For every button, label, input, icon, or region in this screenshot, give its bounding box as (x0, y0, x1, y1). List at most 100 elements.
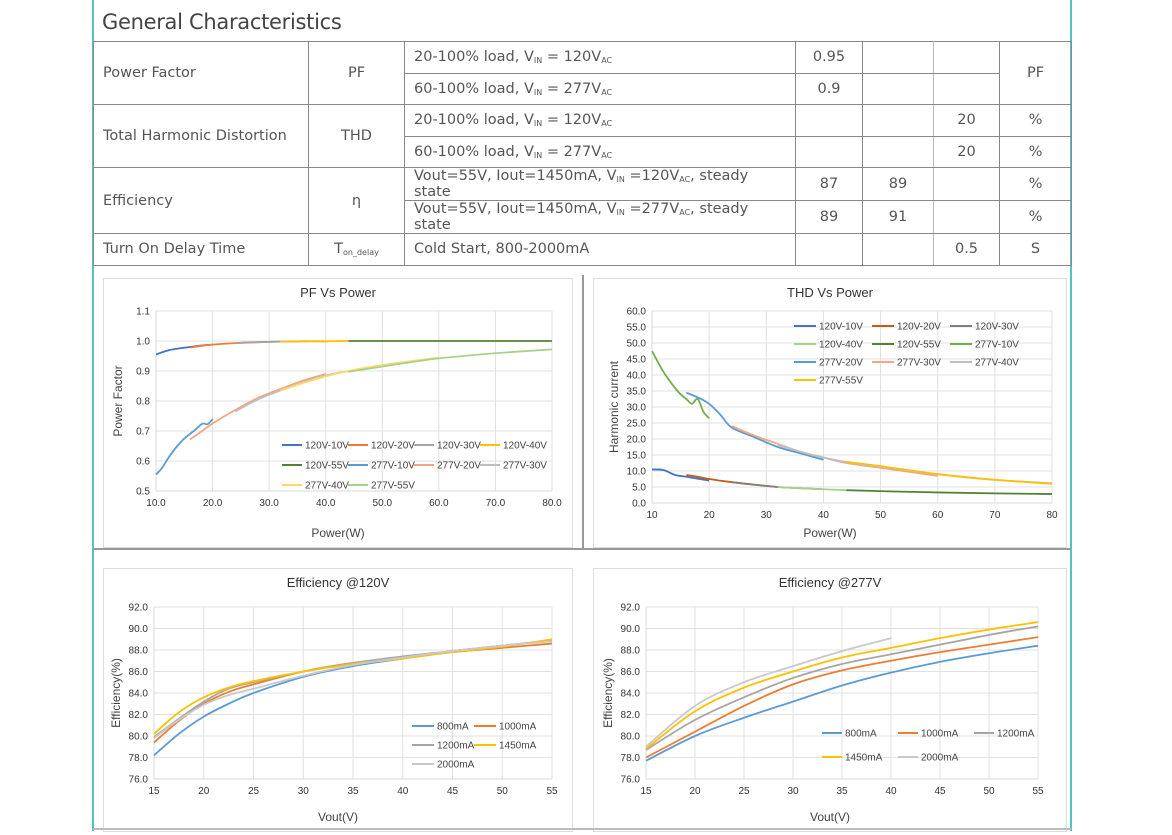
x-tick-label: 20 (689, 786, 701, 797)
legend-label: 277V-20V (819, 358, 863, 369)
x-tick-label: 55 (546, 786, 558, 797)
series-line-277V-30V (731, 425, 938, 477)
x-tick-label: 70 (989, 510, 1001, 521)
min-value: 0.95 (795, 41, 863, 74)
series-line-277V-20V (685, 391, 824, 461)
max-value (933, 200, 1000, 234)
unit-cell: PF (999, 41, 1072, 105)
condition-cell: Vout=55V, Iout=1450mA, VIN =277VAC, stea… (404, 200, 796, 234)
legend-label: 2000mA (437, 760, 475, 771)
x-tick-label: 50 (497, 786, 509, 797)
max-value (933, 72, 1000, 105)
symbol-cell: THD (308, 104, 405, 168)
legend-label: 277V-20V (437, 461, 481, 472)
legend-label: 277V-30V (897, 358, 941, 369)
series-line-277V-55V (846, 460, 1053, 485)
page-frame (92, 0, 1072, 831)
y-tick-label: 0.8 (136, 397, 150, 408)
series-line-277V-20V (189, 373, 326, 441)
y-tick-label: 84.0 (129, 689, 149, 700)
min-value (795, 233, 863, 266)
y-tick-label: 78.0 (129, 753, 149, 764)
typ-value: 91 (862, 200, 934, 234)
parameter-cell: Turn On Delay Time (93, 233, 309, 266)
legend-label: 1450mA (499, 741, 537, 752)
y-tick-label: 90.0 (129, 624, 149, 635)
subscript: AC (601, 87, 613, 97)
legend-label: 1000mA (921, 729, 959, 740)
legend-label: 120V-20V (897, 322, 941, 333)
condition-cell: Vout=55V, Iout=1450mA, VIN =120VAC, stea… (404, 167, 796, 201)
typ-value: 89 (862, 167, 934, 201)
typ-value (862, 72, 934, 105)
series-line-1000mA (645, 636, 1039, 759)
symbol-cell: PF (308, 41, 405, 105)
y-tick-label: 88.0 (621, 646, 641, 657)
y-tick-label: 0.7 (136, 427, 150, 438)
legend-label: 120V-55V (305, 461, 349, 472)
x-tick-label: 55 (1032, 786, 1044, 797)
x-tick-label: 40.0 (316, 498, 336, 509)
condition-cell: 20-100% load, VIN = 120VAC (404, 41, 796, 74)
y-tick-label: 1.1 (136, 307, 150, 318)
series-line-277V-10V (155, 418, 214, 476)
series-line-1200mA (645, 625, 1039, 751)
legend-label: 120V-10V (819, 322, 863, 333)
min-value: 89 (795, 200, 863, 234)
y-tick-label: 86.0 (129, 667, 149, 678)
y-tick-label: 78.0 (621, 753, 641, 764)
charts-area: PF Vs Power 0.5 0.6 0.7 0.8 0.9 1.0 1.1 10.0 20.0… (93, 275, 1071, 832)
y-tick-label: 45.0 (627, 355, 647, 366)
legend-label: 800mA (845, 729, 877, 740)
legend-label: 277V-55V (371, 481, 415, 492)
y-tick-label: 86.0 (621, 667, 641, 678)
legend-label: 120V-30V (975, 322, 1019, 333)
y-tick-label: 30.0 (627, 403, 647, 414)
typ-value (862, 233, 934, 266)
series-line-277V-55V (348, 348, 553, 373)
legend-label: 120V-40V (503, 441, 547, 452)
y-axis-label: Harmonic current (607, 360, 621, 453)
series-line-1450mA (645, 621, 1039, 750)
subscript: AC (679, 175, 691, 184)
chart-title: PF Vs Power (300, 285, 377, 300)
thd-vs-power-chart: THD Vs Power 0.0 5.0 10.0 15.0 20.0 25.0 30.0 35… (593, 278, 1067, 548)
legend-label: 277V-10V (975, 340, 1019, 351)
chart-title: THD Vs Power (787, 285, 874, 300)
x-tick-label: 40 (885, 786, 897, 797)
y-tick-label: 80.0 (621, 732, 641, 743)
unit-cell: % (999, 200, 1072, 234)
series-line-120V-40V (777, 486, 847, 492)
parameter-cell: Total Harmonic Distortion (93, 104, 309, 168)
typ-value (862, 104, 934, 137)
max-value: 20 (933, 104, 1000, 137)
y-tick-label: 15.0 (627, 451, 647, 462)
min-value (795, 135, 863, 168)
legend-label: 277V-40V (975, 358, 1019, 369)
y-tick-label: 90.0 (621, 624, 641, 635)
series-line-1450mA (153, 638, 553, 735)
y-tick-label: 5.0 (632, 483, 646, 494)
y-tick-label: 88.0 (129, 646, 149, 657)
x-tick-label: 40 (397, 786, 409, 797)
x-tick-label: 10.0 (146, 498, 166, 509)
max-value: 20 (933, 135, 1000, 168)
series-line-120V-55V (846, 489, 1053, 495)
unit-cell: % (999, 135, 1072, 168)
table-row: Efficiency η Vout=55V, Iout=1450mA, VIN =1… (93, 167, 1072, 234)
y-tick-label: 76.0 (129, 775, 149, 786)
y-axis-label: Efficiency(%) (109, 658, 123, 728)
min-value: 87 (795, 167, 863, 201)
y-tick-label: 82.0 (129, 710, 149, 721)
y-tick-label: 92.0 (129, 603, 149, 614)
x-tick-label: 35 (347, 786, 359, 797)
x-tick-label: 20 (704, 510, 716, 521)
y-tick-label: 0.6 (136, 457, 150, 468)
bottom-border (93, 828, 1071, 830)
x-tick-label: 45 (447, 786, 459, 797)
legend-label: 120V-30V (437, 441, 481, 452)
x-tick-label: 30 (761, 510, 773, 521)
x-axis-label: Vout(V) (318, 810, 358, 824)
subscript: IN (533, 87, 543, 97)
x-tick-label: 60 (932, 510, 944, 521)
